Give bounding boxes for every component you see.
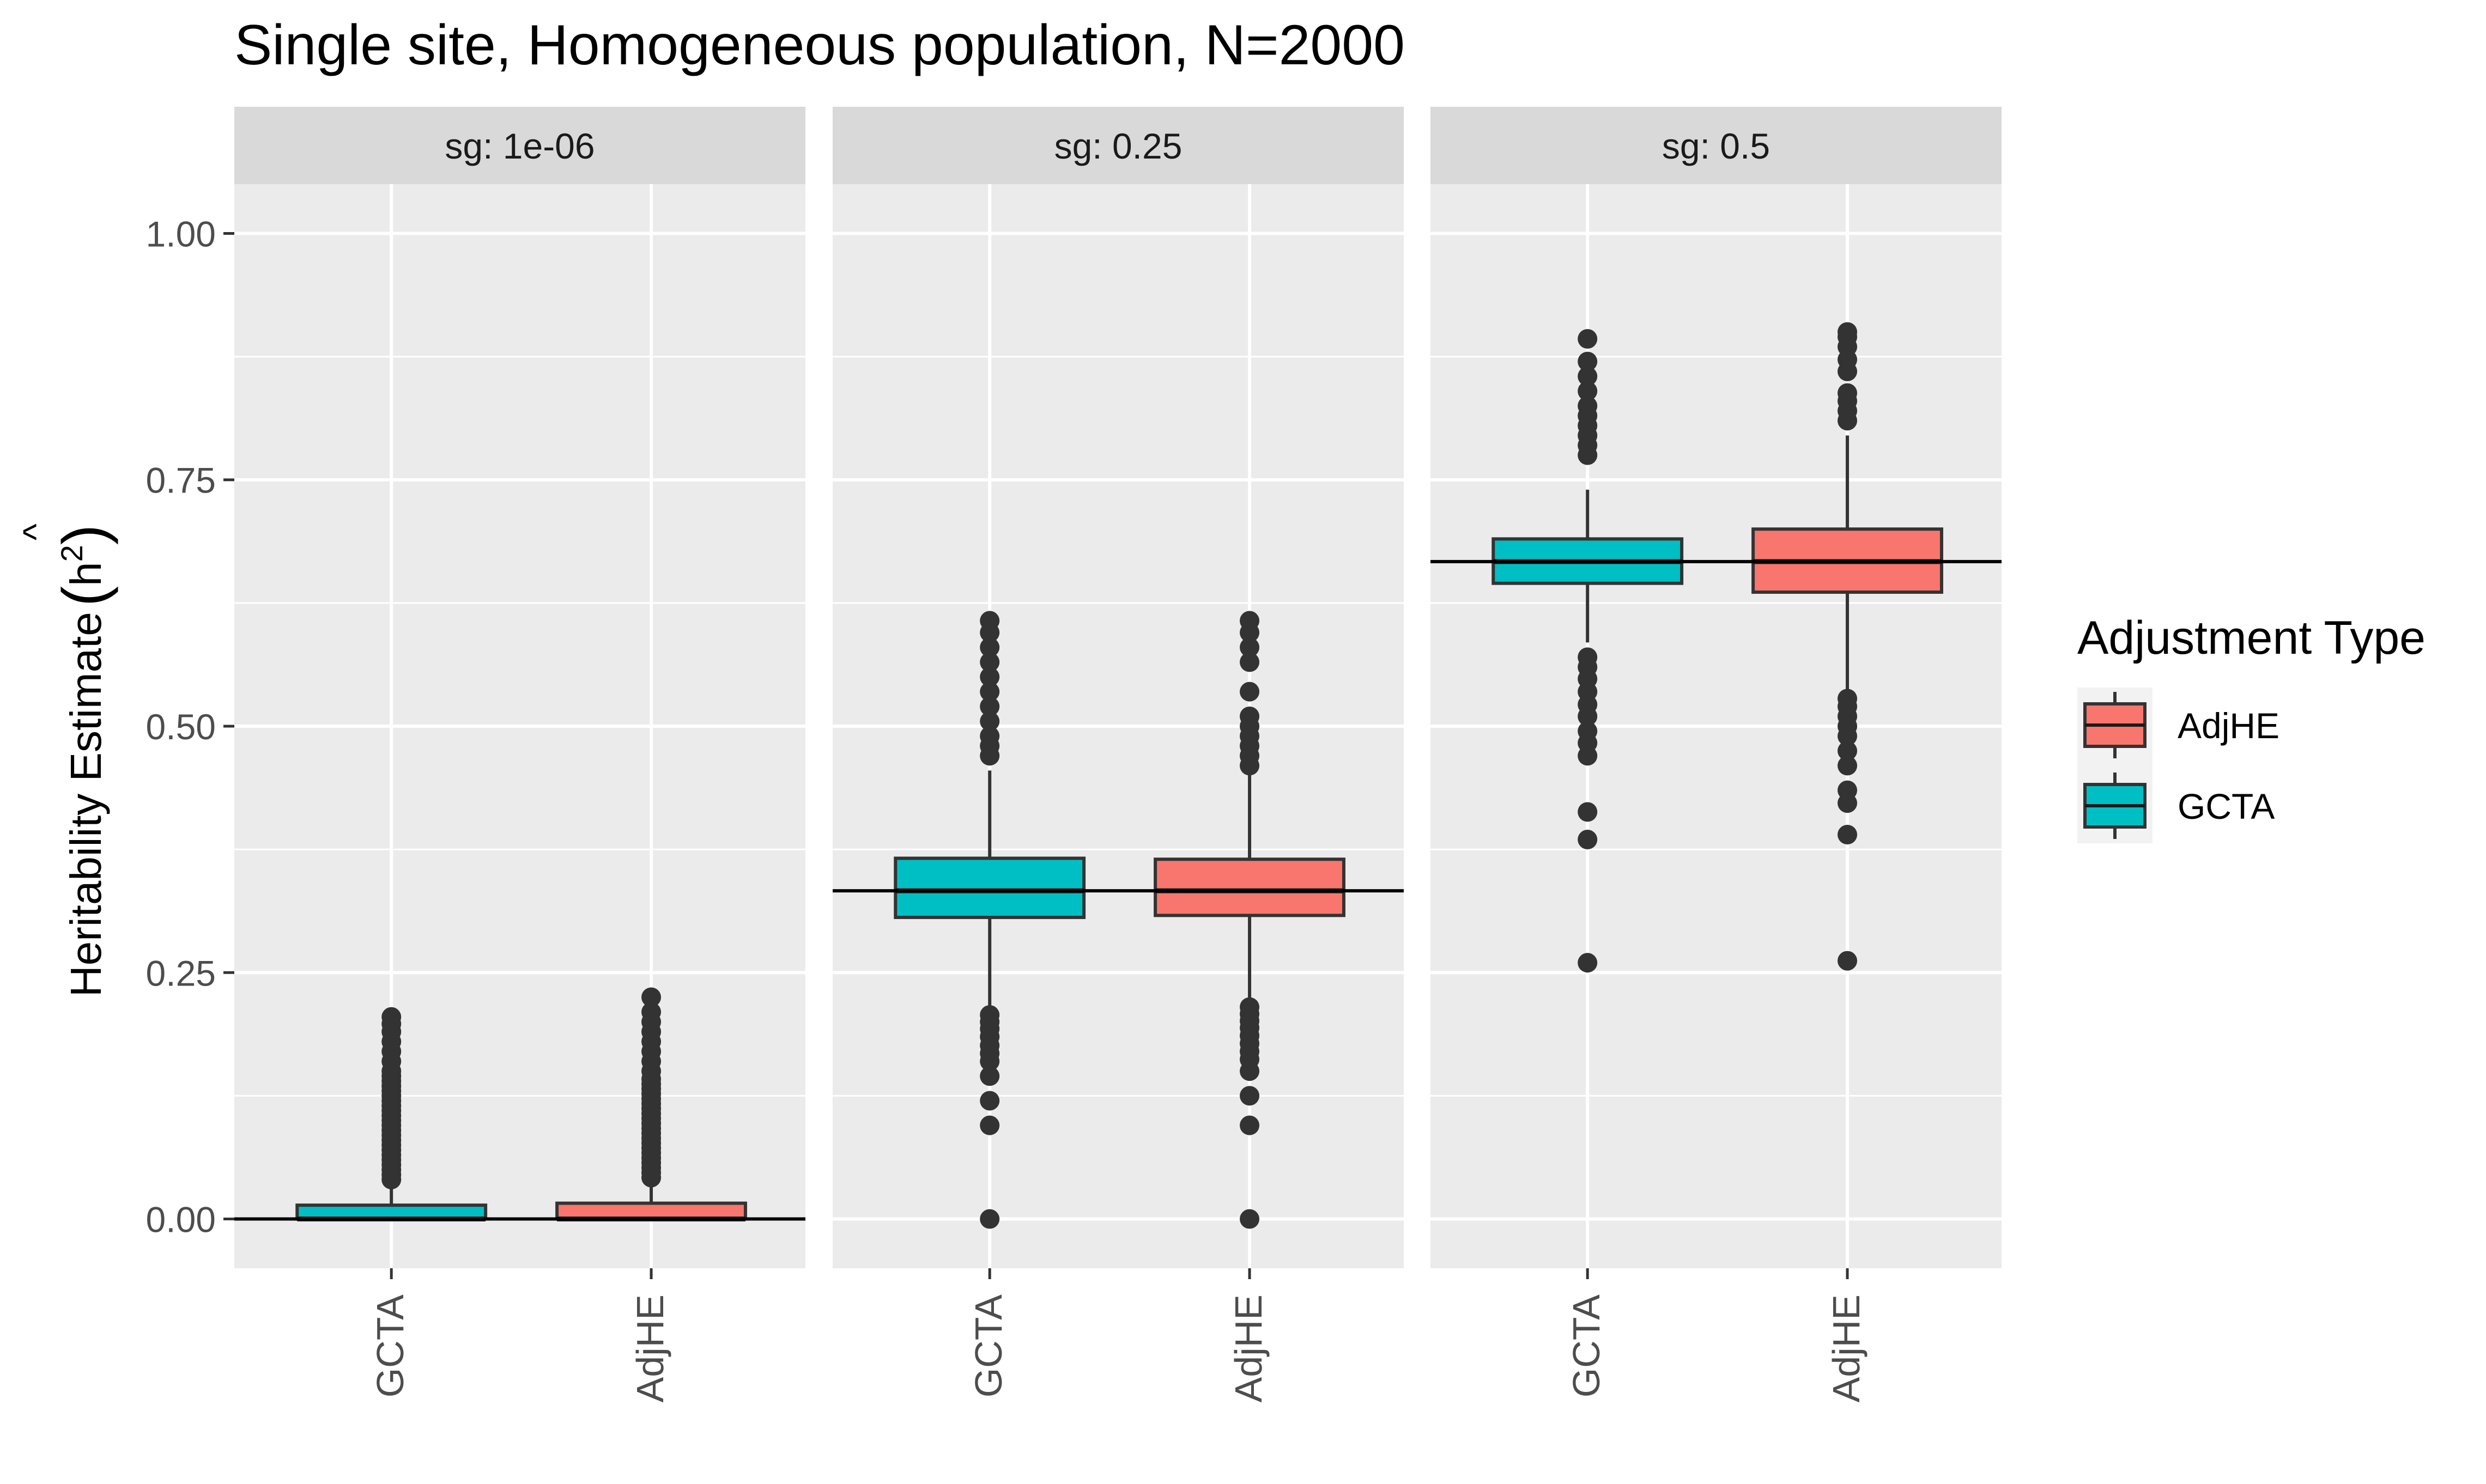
y-tick-label: 0.00 bbox=[146, 1200, 216, 1240]
outlier-point bbox=[641, 987, 662, 1007]
outlier-point bbox=[1578, 396, 1598, 416]
outlier-point bbox=[1240, 652, 1260, 672]
facet-strip-label: sg: 0.25 bbox=[1054, 126, 1183, 166]
outlier-point bbox=[980, 1115, 1000, 1135]
outlier-point bbox=[980, 682, 1000, 702]
outlier-point bbox=[1578, 721, 1598, 741]
outlier-point bbox=[1240, 1209, 1260, 1229]
facet-strip bbox=[1430, 107, 2002, 184]
outlier-point bbox=[1578, 381, 1598, 401]
y-tick-label: 0.75 bbox=[146, 460, 216, 501]
x-tick-label: AdjHE bbox=[1825, 1294, 1867, 1402]
outlier-point bbox=[1240, 706, 1260, 726]
x-tick-label: GCTA bbox=[369, 1294, 411, 1398]
outlier-point bbox=[980, 1091, 1000, 1111]
box-iqr bbox=[894, 856, 1086, 919]
outlier-point bbox=[1578, 802, 1598, 822]
outlier-point bbox=[1838, 825, 1858, 844]
outlier-point bbox=[381, 1007, 402, 1027]
y-axis-exponent: 2 bbox=[54, 545, 89, 562]
outlier-point bbox=[980, 711, 1000, 731]
outlier-point bbox=[1578, 830, 1598, 850]
svg-text:Heritability Estimate(h2): Heritability Estimate (h2) bbox=[50, 525, 118, 997]
x-tick-label: GCTA bbox=[1565, 1294, 1608, 1398]
facet-strip bbox=[234, 107, 805, 184]
facet-panel-1: sg: 1e-06 GCTA AdjHE bbox=[234, 107, 805, 1402]
legend-item-label: GCTA bbox=[2178, 786, 2275, 826]
outlier-point bbox=[1838, 322, 1858, 342]
legend-item-label: AdjHE bbox=[2178, 705, 2279, 746]
outlier-point bbox=[980, 726, 1000, 746]
facet-panel-2: sg: 0.25 GCTA AdjHE bbox=[833, 107, 1404, 1402]
y-axis: 0.00 0.25 0.50 0.75 1.00 bbox=[146, 214, 234, 1240]
y-tick-label: 0.50 bbox=[146, 707, 216, 747]
outlier-point bbox=[980, 611, 1000, 631]
box-iqr bbox=[1154, 857, 1345, 917]
outlier-point bbox=[1578, 366, 1598, 386]
y-tick-label: 1.00 bbox=[146, 214, 216, 254]
outlier-point bbox=[1838, 951, 1858, 971]
facet-panel-3: sg: 0.5 GCTA AdjHE bbox=[1430, 107, 2002, 1402]
y-axis-hat: ^ bbox=[15, 524, 56, 540]
outlier-point bbox=[980, 637, 1000, 658]
facet-strip-label: sg: 1e-06 bbox=[445, 126, 595, 166]
y-tick-label: 0.25 bbox=[146, 953, 216, 993]
outlier-point bbox=[1240, 611, 1260, 631]
outlier-point bbox=[1578, 329, 1598, 349]
outlier-point bbox=[980, 696, 1000, 716]
y-axis-paren-open: ( bbox=[50, 586, 118, 606]
legend-item-gcta: GCTA bbox=[2083, 773, 2275, 839]
outlier-point bbox=[1240, 1086, 1260, 1106]
legend-item-adjhe: AdjHE bbox=[2083, 692, 2279, 758]
boxplot-gcta bbox=[894, 611, 1086, 1229]
legend: Adjustment Type AdjHE GCTA bbox=[2077, 612, 2426, 843]
outlier-point bbox=[980, 652, 1000, 672]
facet-strip bbox=[833, 107, 1404, 184]
outlier-point bbox=[1578, 647, 1598, 667]
facet-strip-label: sg: 0.5 bbox=[1662, 126, 1770, 166]
chart-title: Single site, Homogeneous population, N=2… bbox=[234, 14, 1405, 77]
outlier-point bbox=[980, 667, 1000, 687]
x-tick-label: GCTA bbox=[967, 1294, 1010, 1398]
outlier-point bbox=[1838, 383, 1858, 403]
outlier-point bbox=[1240, 1115, 1260, 1135]
outlier-point bbox=[1838, 756, 1858, 776]
legend-title: Adjustment Type bbox=[2077, 612, 2426, 664]
outlier-point bbox=[980, 1005, 1000, 1025]
outlier-point bbox=[980, 1209, 1000, 1229]
outlier-point bbox=[1240, 997, 1260, 1017]
y-axis-title: Heritability Estimate (h2) ^ bbox=[15, 524, 118, 997]
x-tick-label: AdjHE bbox=[629, 1294, 671, 1402]
outlier-point bbox=[1838, 689, 1858, 709]
outlier-point bbox=[641, 1002, 662, 1022]
outlier-point bbox=[1838, 741, 1858, 761]
outlier-point bbox=[1838, 780, 1858, 800]
x-tick-label: AdjHE bbox=[1227, 1294, 1270, 1402]
outlier-point bbox=[1578, 953, 1598, 973]
outlier-point bbox=[1240, 682, 1260, 702]
outlier-point bbox=[1578, 351, 1598, 372]
y-axis-title-text: Heritability Estimate bbox=[62, 612, 110, 997]
y-axis-paren-close: ) bbox=[50, 525, 118, 545]
outlier-point bbox=[1240, 637, 1260, 658]
outlier-point bbox=[980, 1066, 1000, 1086]
y-axis-symbol: h bbox=[62, 562, 110, 586]
